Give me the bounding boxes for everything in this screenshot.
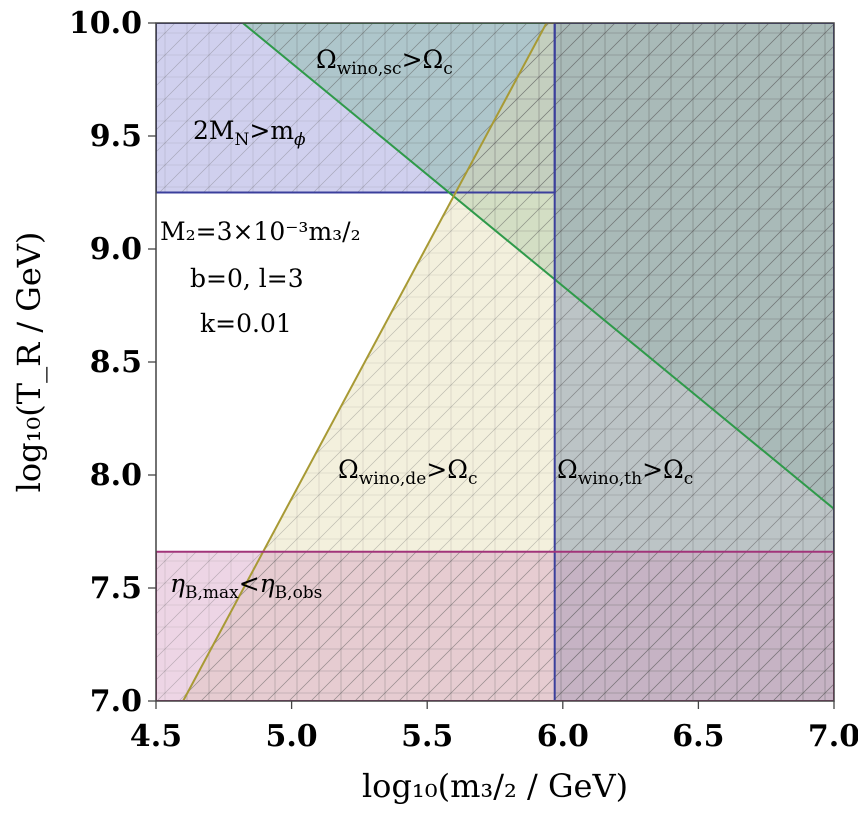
region-hatch-eta-B	[156, 551, 834, 701]
y-tick-label: 8.0	[90, 458, 142, 493]
label-wino-th: Ωwino,th>Ωc	[557, 455, 693, 489]
label-heavy-n: 2MN>mϕ	[193, 116, 306, 150]
x-tick-label: 6.5	[672, 719, 724, 754]
parameters-block: M₂=3×10⁻³m₃/₂ b=0, l=3 k=0.01	[160, 217, 361, 338]
region-edge-wino-de	[181, 23, 834, 701]
region-edges-group	[156, 23, 834, 701]
x-tick-label: 7.0	[808, 719, 858, 754]
region-edge-heavy-N	[156, 23, 556, 194]
y-tick-label: 7.0	[90, 684, 142, 719]
label-wino-de: Ωwino,de>Ωc	[338, 455, 477, 489]
x-axis: 4.5 5.0 5.5 6.0 6.5 7.0	[130, 701, 858, 754]
x-tick-label: 5.0	[265, 719, 317, 754]
x-tick-label: 4.5	[130, 719, 182, 754]
y-tick-label: 10.0	[69, 6, 142, 41]
parameter-bl: b=0, l=3	[190, 264, 304, 293]
label-eta-b: ηB,max<ηB,obs	[170, 569, 322, 603]
y-axis-title: log₁₀(T_R / GeV)	[10, 232, 48, 493]
region-labels: 2MN>mϕ Ωwino,sc>Ωc Ωwino,de>Ωc Ωwino,th>…	[170, 45, 693, 603]
region-hatch-wino-th	[554, 23, 834, 701]
y-tick-label: 7.5	[90, 571, 142, 606]
y-tick-label: 9.0	[90, 232, 142, 267]
y-tick-label: 8.5	[90, 345, 142, 380]
y-axis: 7.0 7.5 8.0 8.5 9.0 9.5 10.0	[69, 6, 156, 719]
x-tick-label: 5.5	[401, 719, 453, 754]
x-tick-label: 6.0	[537, 719, 589, 754]
x-axis-title: log₁₀(m₃/₂ / GeV)	[362, 767, 628, 805]
parameter-mass: M₂=3×10⁻³m₃/₂	[160, 217, 361, 246]
parameter-k: k=0.01	[200, 309, 292, 338]
region-edge-wino-sc	[241, 23, 834, 511]
region-edge-wino-th	[553, 23, 834, 701]
label-wino-sc: Ωwino,sc>Ωc	[316, 45, 453, 79]
y-tick-label: 9.5	[90, 119, 142, 154]
